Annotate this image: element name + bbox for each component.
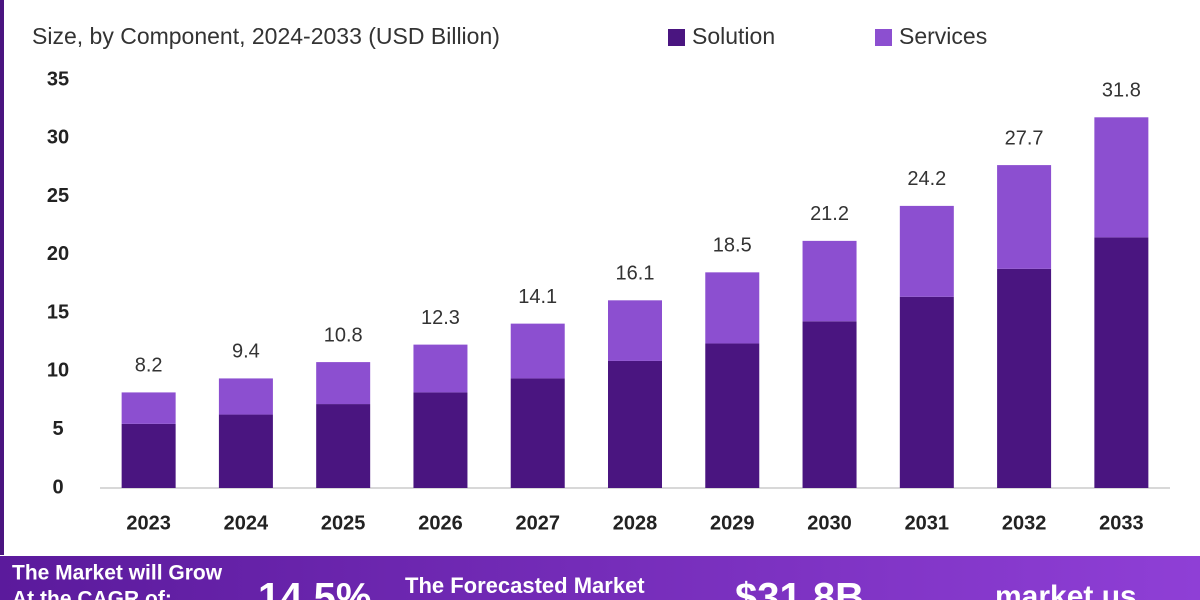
- x-tick-label: 2024: [224, 512, 269, 534]
- bar-segment: [608, 360, 662, 488]
- bar-segment: [1094, 117, 1149, 238]
- total-label: 12.3: [421, 307, 460, 329]
- footer-brand: market.us: [995, 580, 1137, 600]
- y-tick-label: 15: [47, 301, 69, 323]
- total-label: 10.8: [324, 324, 363, 346]
- total-label: 21.2: [810, 203, 849, 225]
- x-tick-label: 2032: [1002, 512, 1047, 534]
- total-label: 9.4: [232, 341, 260, 363]
- total-label: 14.1: [518, 286, 557, 308]
- left-stripe: [0, 0, 4, 555]
- x-tick-label: 2026: [418, 512, 463, 534]
- total-label: 27.7: [1005, 127, 1044, 149]
- x-tick-label: 2030: [807, 512, 852, 534]
- total-label: 18.5: [713, 235, 752, 257]
- bar-segment: [413, 344, 468, 393]
- y-tick-label: 20: [47, 243, 69, 265]
- bar-segment: [802, 240, 857, 322]
- chart-subtitle: Size, by Component, 2024-2033 (USD Billi…: [32, 23, 500, 49]
- bar-segment: [121, 423, 176, 488]
- footer-text: At the CAGR of:: [12, 588, 172, 600]
- bar-segment: [899, 205, 954, 297]
- bar-segment: [218, 378, 273, 415]
- y-tick-label: 0: [52, 476, 63, 498]
- total-label: 16.1: [616, 263, 655, 285]
- footer-text: The Forecasted Market: [405, 573, 645, 598]
- x-tick-label: 2025: [321, 512, 366, 534]
- x-tick-label: 2033: [1099, 512, 1144, 534]
- total-label: 31.8: [1102, 80, 1141, 102]
- legend-swatch: [875, 29, 892, 46]
- bar-segment: [997, 268, 1052, 488]
- x-tick-label: 2031: [905, 512, 950, 534]
- y-tick-label: 35: [47, 68, 69, 90]
- bar-segment: [316, 362, 371, 405]
- x-tick-label: 2028: [613, 512, 658, 534]
- bar-segment: [705, 343, 760, 488]
- y-tick-label: 5: [52, 418, 63, 440]
- total-label: 8.2: [135, 355, 163, 377]
- bar-segment: [997, 165, 1052, 269]
- bar-segment: [413, 392, 468, 488]
- bar-segment: [608, 300, 662, 361]
- footer-banner: [0, 556, 1200, 600]
- footer-cagr: 14.5%: [258, 576, 371, 600]
- total-label: 24.2: [907, 168, 946, 190]
- legend-label: Services: [899, 23, 987, 49]
- bar-segment: [316, 404, 371, 488]
- x-tick-label: 2027: [515, 512, 560, 534]
- bar-segment: [121, 392, 176, 424]
- bar-segment: [218, 414, 273, 488]
- y-tick-label: 10: [47, 360, 69, 382]
- bar-segment: [1094, 237, 1149, 488]
- footer-text: The Market will Grow: [12, 562, 223, 585]
- bar-segment: [899, 296, 954, 488]
- x-tick-label: 2023: [126, 512, 171, 534]
- bar-segment: [705, 272, 760, 344]
- legend-label: Solution: [692, 23, 775, 49]
- footer: The Market will Grow At the CAGR of: 14.…: [12, 562, 1137, 600]
- y-tick-label: 30: [47, 127, 69, 149]
- bar-segment: [802, 321, 857, 488]
- bar-segment: [510, 323, 565, 379]
- bar-segment: [510, 378, 565, 488]
- legend-swatch: [668, 29, 685, 46]
- y-tick-label: 25: [47, 185, 69, 207]
- x-tick-label: 2029: [710, 512, 755, 534]
- footer-value: $31.8B: [735, 576, 864, 600]
